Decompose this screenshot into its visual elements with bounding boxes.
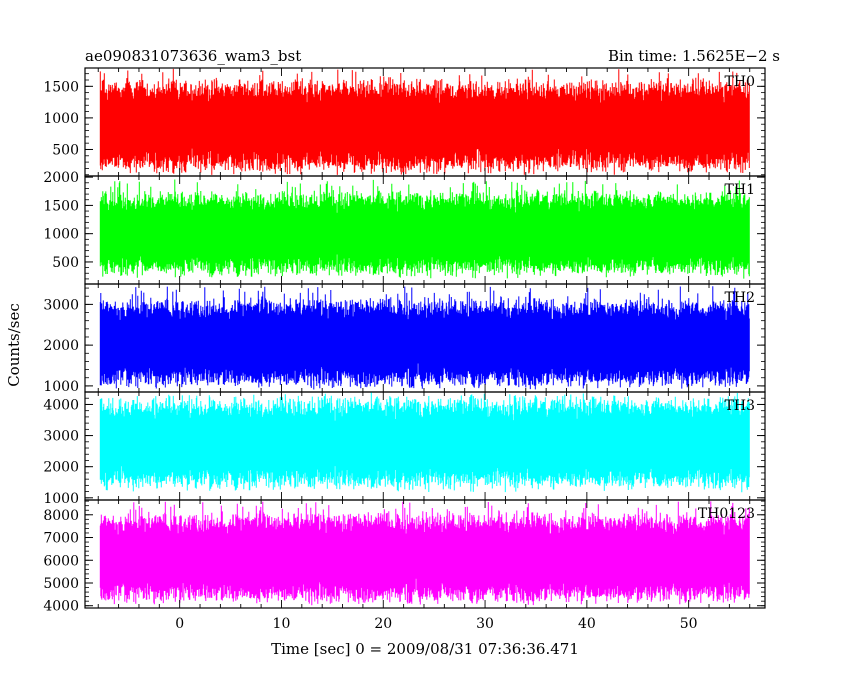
panel-th2: 1000 2000 3000 TH2 <box>43 283 766 395</box>
bin-time-label: Bin time: 1.5625E−2 s <box>608 47 780 65</box>
chart-title: ae090831073636_wam3_bst <box>85 47 301 65</box>
x-tick-label: 20 <box>374 616 392 632</box>
series-th2-signal <box>99 286 750 390</box>
panel-th3: 1000 2000 3000 4000 TH3 <box>43 391 766 507</box>
series-label-th2: TH2 <box>725 290 755 306</box>
y-tick-label: 1000 <box>43 111 79 127</box>
x-axis-label: Time [sec] 0 = 2009/08/31 07:36:36.471 <box>271 640 579 658</box>
y-tick-label: 500 <box>52 142 79 158</box>
series-label-th0: TH0 <box>725 74 755 90</box>
x-tick-label: 50 <box>680 616 698 632</box>
series-th0-signal <box>99 68 750 175</box>
series-th1-signal <box>99 179 750 279</box>
y-tick-label: 8000 <box>43 508 79 524</box>
panel-frame <box>84 499 766 609</box>
series-label-th3: TH3 <box>725 398 755 414</box>
y-tick-label: 7000 <box>43 531 79 547</box>
y-tick-label: 2000 <box>43 460 79 476</box>
y-tick-label: 5000 <box>43 576 79 592</box>
y-tick-label: 4000 <box>43 397 79 413</box>
x-tick-label: 0 <box>175 616 184 632</box>
y-tick-label: 500 <box>52 255 79 271</box>
panel-th0123: 4000 5000 6000 7000 8000 TH0123 <box>43 499 766 615</box>
series-label-th1: TH1 <box>725 182 755 198</box>
x-tick-label: 40 <box>578 616 596 632</box>
series-label-th0123: TH0123 <box>698 506 755 522</box>
series-th3-signal <box>99 392 750 493</box>
y-tick-label: 1000 <box>43 227 79 243</box>
y-tick-label: 1500 <box>43 79 79 95</box>
y-tick-label: 1000 <box>43 491 79 507</box>
y-tick-label: 2000 <box>43 338 79 354</box>
y-tick-label: 1000 <box>43 379 79 395</box>
y-tick-label: 3000 <box>43 429 79 445</box>
y-axis-label: Counts/sec <box>5 303 23 387</box>
y-tick-label: 1500 <box>43 198 79 214</box>
panel-th1: 500 1000 1500 2000 TH1 <box>43 170 766 285</box>
x-tick-label: 10 <box>273 616 291 632</box>
y-tick-label: 3000 <box>43 297 79 313</box>
y-tick-label: 2000 <box>43 170 79 186</box>
x-tick-label: 30 <box>476 616 494 632</box>
panel-th0: 500 1000 1500 TH0 <box>43 67 766 177</box>
y-tick-label: 6000 <box>43 553 79 569</box>
series-th0123-signal <box>99 501 750 606</box>
y-tick-label: 4000 <box>43 599 79 615</box>
